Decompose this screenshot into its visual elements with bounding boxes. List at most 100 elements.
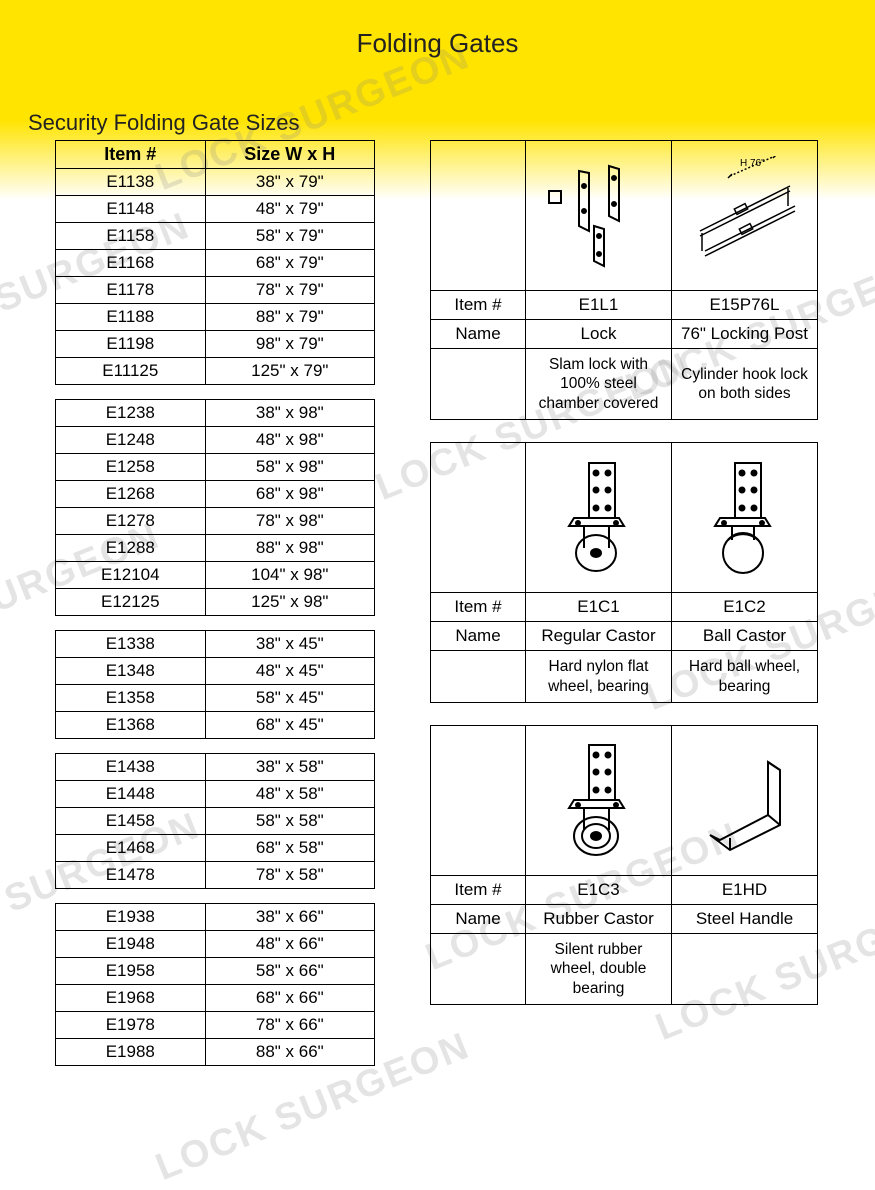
part-item-number: E1C2 — [672, 593, 818, 622]
item-number: E1198 — [56, 331, 206, 358]
size-table: Item #Size W x HE113838" x 79"E114848" x… — [55, 140, 375, 385]
item-number: E12125 — [56, 589, 206, 616]
blank-cell — [431, 933, 526, 1004]
table-row: E12125125" x 98" — [56, 589, 375, 616]
item-size: 58" x 66" — [205, 958, 374, 985]
main-content: Item #Size W x HE113838" x 79"E114848" x… — [0, 140, 875, 1080]
part-description: Hard nylon flat wheel, bearing — [526, 651, 672, 703]
table-row: E118888" x 79" — [56, 304, 375, 331]
part-name: Ball Castor — [672, 622, 818, 651]
row-label-name: Name — [431, 622, 526, 651]
column-header-item: Item # — [56, 141, 206, 169]
table-row: E126868" x 98" — [56, 481, 375, 508]
item-size: 68" x 98" — [205, 481, 374, 508]
item-number: E1248 — [56, 427, 206, 454]
table-row: E147878" x 58" — [56, 862, 375, 889]
item-number: E1358 — [56, 685, 206, 712]
part-item-number: E1L1 — [526, 291, 672, 320]
part-card: Item #E1C1E1C2NameRegular CastorBall Cas… — [430, 442, 818, 703]
steel-handle-icon — [680, 740, 810, 860]
part-image-cell — [526, 725, 672, 875]
part-name: 76" Locking Post — [672, 320, 818, 349]
item-size: 48" x 66" — [205, 931, 374, 958]
blank-cell — [431, 141, 526, 291]
item-number: E1158 — [56, 223, 206, 250]
castor-flat-icon — [534, 458, 664, 578]
part-name: Rubber Castor — [526, 904, 672, 933]
lock-bracket-icon — [534, 156, 664, 276]
item-number: E1238 — [56, 400, 206, 427]
part-description: Hard ball wheel, bearing — [672, 651, 818, 703]
row-label-name: Name — [431, 320, 526, 349]
table-row: E113838" x 79" — [56, 169, 375, 196]
part-name: Lock — [526, 320, 672, 349]
item-size: 88" x 66" — [205, 1039, 374, 1066]
item-size: 38" x 58" — [205, 754, 374, 781]
item-size: 58" x 45" — [205, 685, 374, 712]
table-row: E143838" x 58" — [56, 754, 375, 781]
item-size: 38" x 45" — [205, 631, 374, 658]
item-size: 48" x 58" — [205, 781, 374, 808]
item-number: E1268 — [56, 481, 206, 508]
table-row: E128888" x 98" — [56, 535, 375, 562]
item-number: E1288 — [56, 535, 206, 562]
table-row: E193838" x 66" — [56, 904, 375, 931]
item-size: 125" x 98" — [205, 589, 374, 616]
table-row: E11125125" x 79" — [56, 358, 375, 385]
part-card: Item #E1C3E1HDNameRubber CastorSteel Han… — [430, 725, 818, 1005]
item-number: E1468 — [56, 835, 206, 862]
size-table: E133838" x 45"E134848" x 45"E135858" x 4… — [55, 630, 375, 739]
item-size: 48" x 79" — [205, 196, 374, 223]
parts-column: Item #E1L1E15P76LNameLock76" Locking Pos… — [410, 140, 845, 1080]
size-tables-column: Item #Size W x HE113838" x 79"E114848" x… — [0, 140, 410, 1080]
table-row: E127878" x 98" — [56, 508, 375, 535]
item-number: E1348 — [56, 658, 206, 685]
item-number: E1988 — [56, 1039, 206, 1066]
item-size: 58" x 79" — [205, 223, 374, 250]
item-size: 88" x 98" — [205, 535, 374, 562]
item-size: 38" x 79" — [205, 169, 374, 196]
item-size: 98" x 79" — [205, 331, 374, 358]
part-description: Silent rubber wheel, double bearing — [526, 933, 672, 1004]
size-table: E193838" x 66"E194848" x 66"E195858" x 6… — [55, 903, 375, 1066]
item-number: E1258 — [56, 454, 206, 481]
item-size: 78" x 79" — [205, 277, 374, 304]
table-row: E146868" x 58" — [56, 835, 375, 862]
item-number: E1178 — [56, 277, 206, 304]
part-description — [672, 933, 818, 1004]
blank-cell — [431, 349, 526, 420]
table-row: E115858" x 79" — [56, 223, 375, 250]
item-size: 58" x 98" — [205, 454, 374, 481]
item-size: 68" x 45" — [205, 712, 374, 739]
item-number: E1458 — [56, 808, 206, 835]
item-size: 125" x 79" — [205, 358, 374, 385]
part-name: Regular Castor — [526, 622, 672, 651]
part-item-number: E1HD — [672, 875, 818, 904]
page-title: Folding Gates — [0, 28, 875, 59]
castor-ball-icon — [680, 458, 810, 578]
table-row: E134848" x 45" — [56, 658, 375, 685]
part-item-number: E15P76L — [672, 291, 818, 320]
column-header-size: Size W x H — [205, 141, 374, 169]
table-row: E196868" x 66" — [56, 985, 375, 1012]
item-size: 68" x 58" — [205, 835, 374, 862]
item-size: 38" x 66" — [205, 904, 374, 931]
part-image-cell — [672, 141, 818, 291]
item-size: 78" x 98" — [205, 508, 374, 535]
blank-cell — [431, 443, 526, 593]
item-number: E1338 — [56, 631, 206, 658]
locking-post-icon — [680, 156, 810, 276]
item-size: 58" x 58" — [205, 808, 374, 835]
row-label-item: Item # — [431, 593, 526, 622]
item-number: E12104 — [56, 562, 206, 589]
item-number: E1478 — [56, 862, 206, 889]
item-size: 78" x 58" — [205, 862, 374, 889]
table-row: E144848" x 58" — [56, 781, 375, 808]
part-item-number: E1C3 — [526, 875, 672, 904]
part-image-cell — [672, 443, 818, 593]
item-number: E1948 — [56, 931, 206, 958]
table-row: E124848" x 98" — [56, 427, 375, 454]
item-number: E1978 — [56, 1012, 206, 1039]
size-table: E143838" x 58"E144848" x 58"E145858" x 5… — [55, 753, 375, 889]
item-size: 38" x 98" — [205, 400, 374, 427]
